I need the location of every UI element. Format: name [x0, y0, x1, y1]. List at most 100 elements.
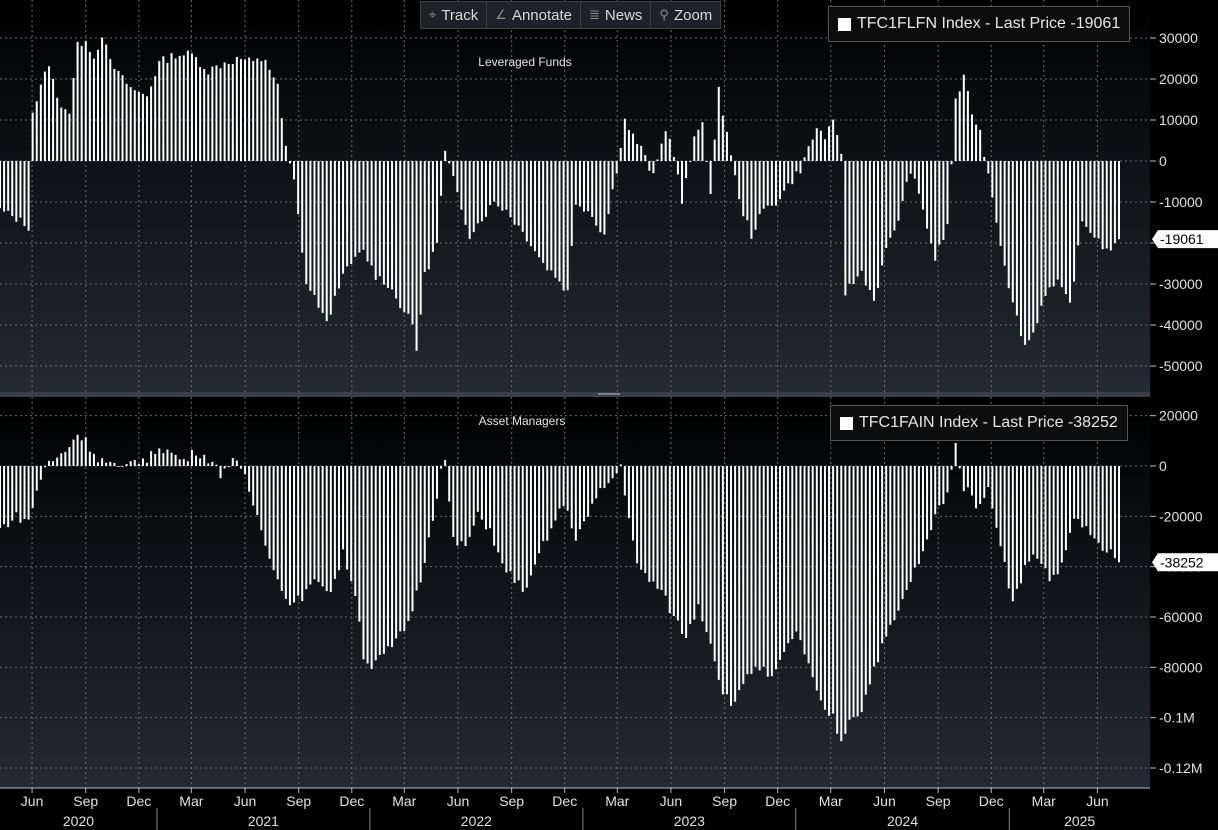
data-bar	[701, 466, 704, 622]
track-button[interactable]: ⌖ Track	[421, 2, 488, 28]
data-bar	[938, 161, 941, 245]
data-bar	[1113, 466, 1116, 559]
data-bar	[730, 155, 733, 161]
data-bar	[350, 466, 353, 582]
data-bar	[595, 161, 598, 226]
data-bar	[962, 466, 965, 492]
data-bar	[832, 466, 835, 714]
data-bar	[101, 458, 104, 466]
data-bar	[672, 466, 675, 616]
data-bar	[333, 466, 336, 579]
data-bar	[583, 161, 586, 212]
data-bar	[542, 466, 545, 542]
data-bar	[819, 466, 822, 701]
top-legend[interactable]: TFC1FLFN Index - Last Price -19061	[828, 6, 1131, 42]
last-price-tag	[1152, 553, 1218, 572]
data-bar	[1044, 466, 1047, 569]
data-bar	[264, 466, 267, 546]
data-bar	[587, 161, 590, 212]
data-bar	[946, 161, 949, 225]
data-bar	[382, 161, 385, 285]
data-bar	[378, 161, 381, 277]
data-bar	[521, 466, 524, 592]
data-bar	[354, 466, 357, 597]
zoom-button[interactable]: ⚲ Zoom	[651, 2, 720, 28]
data-bar	[1068, 466, 1071, 533]
data-bar	[840, 153, 843, 161]
data-bar	[411, 161, 414, 325]
data-bar	[56, 97, 59, 161]
bottom-legend[interactable]: TFC1FAIN Index - Last Price -38252	[830, 405, 1128, 441]
data-bar	[946, 466, 949, 493]
data-bar	[721, 466, 724, 695]
panel-resize-handle	[598, 393, 620, 395]
data-bar	[668, 466, 671, 614]
data-bar	[366, 161, 369, 262]
data-bar	[313, 161, 316, 296]
data-bar	[256, 466, 259, 516]
data-bar	[211, 66, 214, 161]
data-bar	[574, 161, 577, 205]
data-bar	[480, 161, 483, 222]
data-bar	[1077, 466, 1080, 520]
zoom-label: Zoom	[673, 6, 713, 24]
data-bar	[811, 466, 814, 678]
data-bar	[84, 437, 87, 466]
data-bar	[828, 126, 831, 161]
data-bar	[909, 161, 912, 174]
data-bar	[27, 466, 30, 520]
data-bar	[517, 466, 520, 581]
news-button[interactable]: ≣ News	[581, 2, 652, 28]
data-bar	[23, 161, 26, 227]
data-bar	[652, 161, 655, 174]
data-bar	[88, 451, 91, 466]
x-year-label: 2021	[248, 813, 279, 829]
data-bar	[901, 466, 904, 600]
data-bar	[848, 466, 851, 720]
data-bar	[374, 466, 377, 661]
data-bar	[754, 466, 757, 667]
data-bar	[333, 161, 336, 296]
data-bar	[23, 466, 26, 519]
y-tick-label: -30000	[1159, 276, 1203, 292]
data-bar	[235, 460, 238, 466]
data-bar	[689, 466, 692, 624]
data-bar	[337, 161, 340, 289]
data-bar	[137, 91, 140, 161]
data-bar	[1060, 466, 1063, 563]
data-bar	[664, 131, 667, 161]
data-bar	[856, 161, 859, 277]
data-bar	[533, 161, 536, 252]
data-bar	[1003, 161, 1006, 266]
data-bar	[615, 161, 618, 174]
series-swatch	[838, 17, 851, 31]
data-bar	[0, 161, 1, 209]
data-bar	[15, 466, 18, 513]
data-bar	[709, 161, 712, 194]
annotate-button[interactable]: ∠ Annotate	[487, 2, 581, 28]
data-bar	[342, 466, 345, 550]
data-bar	[550, 466, 553, 529]
data-bar	[885, 466, 888, 637]
data-bar	[342, 161, 345, 274]
data-bar	[983, 466, 986, 498]
data-bar	[76, 434, 79, 466]
data-bar	[399, 161, 402, 309]
data-bar	[31, 112, 34, 161]
data-bar	[244, 466, 247, 475]
data-bar	[987, 466, 990, 487]
data-bar	[848, 161, 851, 284]
data-bar	[872, 161, 875, 301]
data-bar	[497, 466, 500, 553]
data-bar	[174, 454, 177, 466]
data-bar	[68, 113, 71, 161]
data-bar	[276, 83, 279, 161]
data-bar	[129, 461, 132, 466]
data-bar	[934, 161, 937, 261]
data-bar	[109, 59, 112, 161]
data-bar	[893, 466, 896, 621]
data-bar	[779, 466, 782, 660]
data-bar	[681, 161, 684, 204]
data-bar	[983, 156, 986, 161]
data-bar	[774, 466, 777, 670]
